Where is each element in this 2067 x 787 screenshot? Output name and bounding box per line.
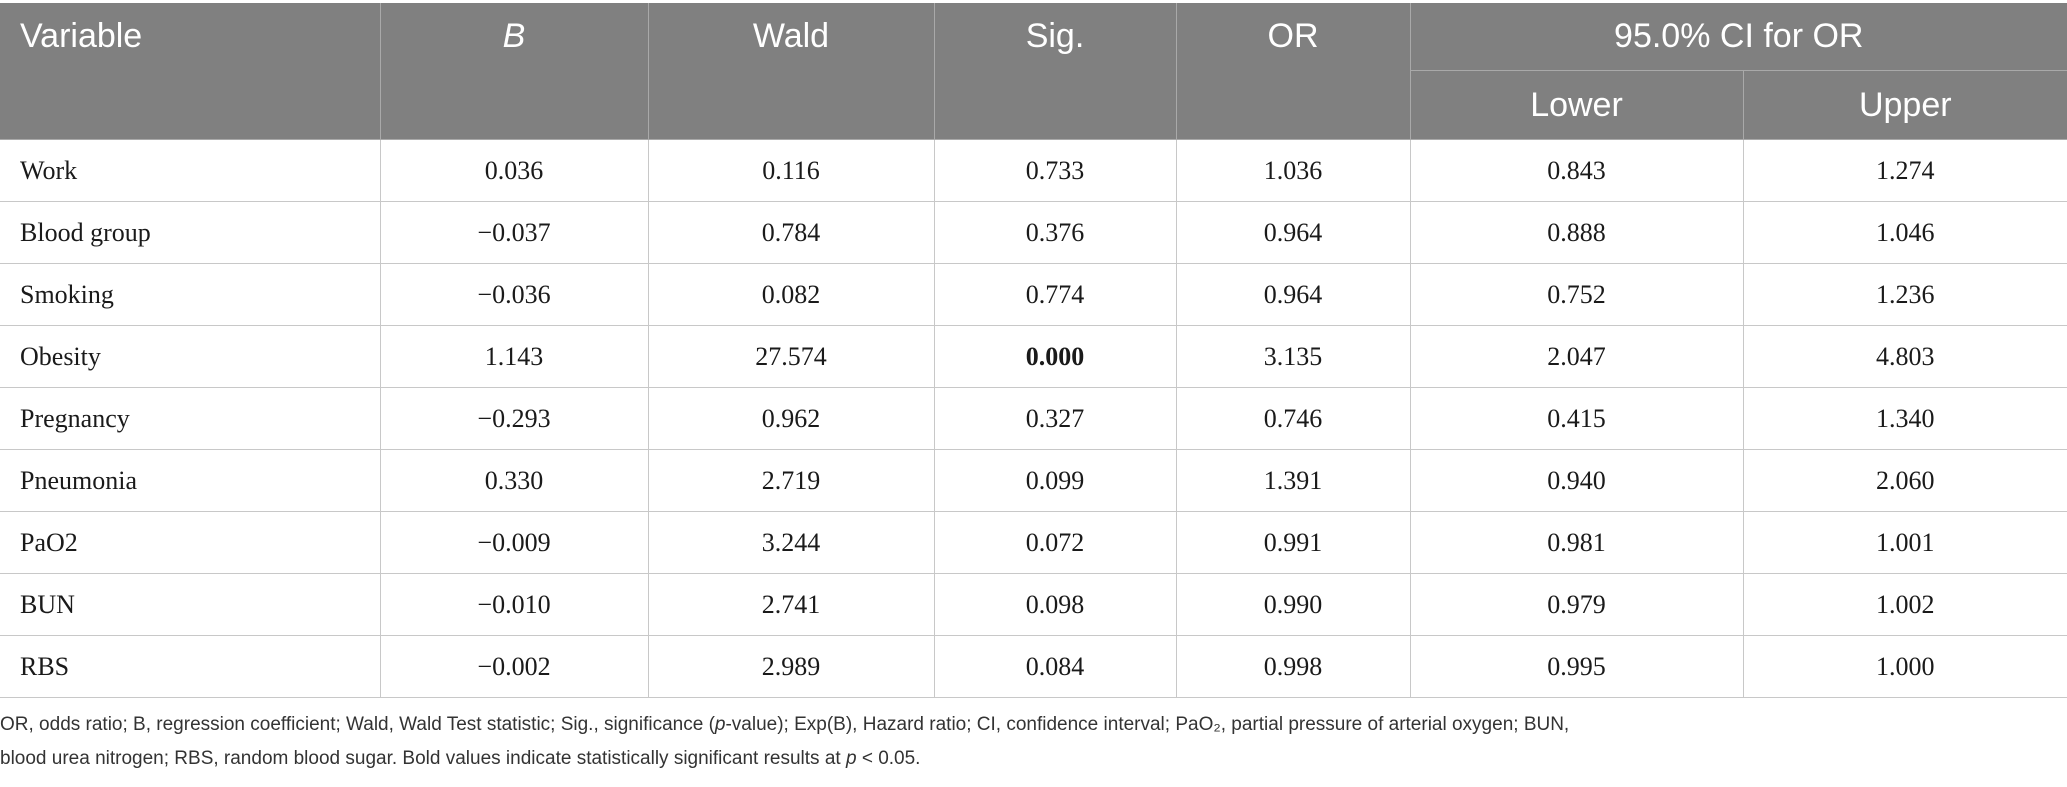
table-header: Variable B Wald Sig. OR 95.0% CI for OR … [0, 3, 2067, 140]
cell-sig: 0.099 [934, 449, 1177, 512]
cell-wald: 0.962 [648, 387, 935, 450]
cell-variable: Pregnancy [0, 387, 381, 450]
table-row: Pneumonia 0.330 2.719 0.099 1.391 0.940 2.060 [0, 449, 2067, 512]
cell-sig: 0.327 [934, 387, 1177, 450]
cell-upper: 2.060 [1743, 449, 2067, 512]
cell-upper: 1.046 [1743, 201, 2067, 264]
cell-sig: 0.733 [934, 139, 1177, 202]
cell-lower: 0.981 [1410, 511, 1744, 574]
cell-lower: 0.415 [1410, 387, 1744, 450]
cell-variable: RBS [0, 635, 381, 698]
footnote-p-italic: p [845, 748, 857, 769]
table-row: BUN −0.010 2.741 0.098 0.990 0.979 1.002 [0, 573, 2067, 636]
cell-wald: 27.574 [648, 325, 935, 388]
cell-lower: 2.047 [1410, 325, 1744, 388]
cell-or: 0.998 [1176, 635, 1411, 698]
cell-or: 0.990 [1176, 573, 1411, 636]
cell-wald: 0.116 [648, 139, 935, 202]
cell-b: −0.010 [380, 573, 649, 636]
cell-or: 0.964 [1176, 201, 1411, 264]
cell-variable: Smoking [0, 263, 381, 326]
header-or: OR [1176, 3, 1411, 140]
cell-variable: Blood group [0, 201, 381, 264]
cell-upper: 1.340 [1743, 387, 2067, 450]
cell-sig: 0.376 [934, 201, 1177, 264]
cell-b: −0.009 [380, 511, 649, 574]
cell-wald: 0.082 [648, 263, 935, 326]
table-row: Pregnancy −0.293 0.962 0.327 0.746 0.415 1.340 [0, 387, 2067, 450]
cell-upper: 1.000 [1743, 635, 2067, 698]
cell-or: 0.746 [1176, 387, 1411, 450]
cell-upper: 1.001 [1743, 511, 2067, 574]
cell-upper: 4.803 [1743, 325, 2067, 388]
header-wald: Wald [648, 3, 935, 140]
cell-or: 0.964 [1176, 263, 1411, 326]
cell-b: −0.037 [380, 201, 649, 264]
table-row: Work 0.036 0.116 0.733 1.036 0.843 1.274 [0, 139, 2067, 202]
cell-lower: 0.979 [1410, 573, 1744, 636]
table-row: Smoking −0.036 0.082 0.774 0.964 0.752 1.236 [0, 263, 2067, 326]
table-row: RBS −0.002 2.989 0.084 0.998 0.995 1.000 [0, 635, 2067, 698]
cell-wald: 3.244 [648, 511, 935, 574]
cell-or: 1.391 [1176, 449, 1411, 512]
cell-b: 1.143 [380, 325, 649, 388]
table-row: Blood group −0.037 0.784 0.376 0.964 0.888 1.0… [0, 201, 2067, 264]
cell-variable: Obesity [0, 325, 381, 388]
table-footnote: OR, odds ratio; B, regression coefficien… [0, 708, 2060, 776]
cell-lower: 0.752 [1410, 263, 1744, 326]
footnote-text: < 0.05. [856, 748, 921, 769]
header-sig: Sig. [934, 3, 1177, 140]
cell-or: 3.135 [1176, 325, 1411, 388]
footnote-text: OR, odds ratio; B, regression coefficien… [0, 714, 715, 735]
cell-lower: 0.843 [1410, 139, 1744, 202]
header-variable: Variable [0, 3, 381, 140]
cell-upper: 1.002 [1743, 573, 2067, 636]
header-ci-group: 95.0% CI for OR [1410, 3, 2067, 71]
cell-variable: Work [0, 139, 381, 202]
cell-sig: 0.774 [934, 263, 1177, 326]
cell-sig: 0.000 [934, 325, 1177, 388]
footnote-line-1: OR, odds ratio; B, regression coefficien… [0, 708, 2060, 742]
cell-variable: Pneumonia [0, 449, 381, 512]
cell-lower: 0.995 [1410, 635, 1744, 698]
cell-wald: 2.989 [648, 635, 935, 698]
cell-variable: PaO2 [0, 511, 381, 574]
cell-or: 1.036 [1176, 139, 1411, 202]
header-b: B [380, 3, 649, 140]
cell-b: −0.293 [380, 387, 649, 450]
cell-upper: 1.274 [1743, 139, 2067, 202]
cell-b: −0.002 [380, 635, 649, 698]
footnote-line-2: blood urea nitrogen; RBS, random blood s… [0, 742, 2060, 776]
cell-lower: 0.888 [1410, 201, 1744, 264]
table-row: PaO2 −0.009 3.244 0.072 0.991 0.981 1.001 [0, 511, 2067, 574]
cell-or: 0.991 [1176, 511, 1411, 574]
cell-wald: 2.719 [648, 449, 935, 512]
cell-sig: 0.084 [934, 635, 1177, 698]
cell-wald: 0.784 [648, 201, 935, 264]
cell-wald: 2.741 [648, 573, 935, 636]
table-row: Obesity 1.143 27.574 0.000 3.135 2.047 4.803 [0, 325, 2067, 388]
regression-table: Variable B Wald Sig. OR 95.0% CI for OR … [0, 3, 2067, 698]
footnote-text: -value); Exp(B), Hazard ratio; CI, confi… [725, 714, 1570, 735]
footnote-text: blood urea nitrogen; RBS, random blood s… [0, 748, 846, 769]
header-lower: Lower [1410, 70, 1744, 140]
cell-lower: 0.940 [1410, 449, 1744, 512]
footnote-p-italic: p [714, 714, 726, 735]
cell-sig: 0.098 [934, 573, 1177, 636]
cell-b: −0.036 [380, 263, 649, 326]
header-upper: Upper [1743, 70, 2067, 140]
cell-variable: BUN [0, 573, 381, 636]
cell-b: 0.036 [380, 139, 649, 202]
cell-b: 0.330 [380, 449, 649, 512]
table-body: Work 0.036 0.116 0.733 1.036 0.843 1.274 Blood … [0, 139, 2067, 698]
cell-sig: 0.072 [934, 511, 1177, 574]
cell-upper: 1.236 [1743, 263, 2067, 326]
